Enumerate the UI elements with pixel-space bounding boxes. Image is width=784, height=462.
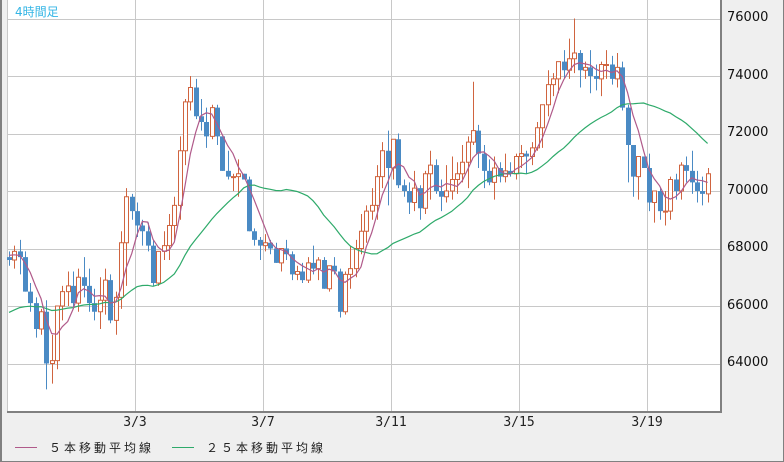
x-tick-3-3: 3/3 — [123, 415, 147, 430]
plot-area — [7, 0, 722, 413]
x-tick-3-19: 3/19 — [631, 415, 663, 430]
ma25-line-icon — [172, 447, 195, 448]
legend-item-ma25: ２５本移動平均線 — [172, 439, 326, 456]
x-tick-3-7: 3/7 — [251, 415, 275, 430]
y-tick-74000: 74000 — [727, 68, 769, 83]
y-tick-68000: 68000 — [727, 240, 769, 255]
y-tick-70000: 70000 — [727, 183, 769, 198]
legend: ５本移動平均線 ２５本移動平均線 — [15, 439, 344, 456]
y-tick-76000: 76000 — [727, 10, 769, 25]
chart-title: 4時間足 — [15, 5, 59, 19]
legend-label-ma5: ５本移動平均線 — [49, 441, 155, 455]
x-tick-3-15: 3/15 — [503, 415, 535, 430]
y-tick-72000: 72000 — [727, 125, 769, 140]
candlestick-chart — [7, 0, 720, 411]
y-tick-64000: 64000 — [727, 355, 769, 370]
ma5-line-icon — [15, 447, 37, 448]
legend-item-ma5: ５本移動平均線 — [15, 439, 154, 456]
legend-label-ma25: ２５本移動平均線 — [206, 441, 327, 455]
y-tick-66000: 66000 — [727, 298, 769, 313]
x-tick-3-11: 3/11 — [375, 415, 407, 430]
